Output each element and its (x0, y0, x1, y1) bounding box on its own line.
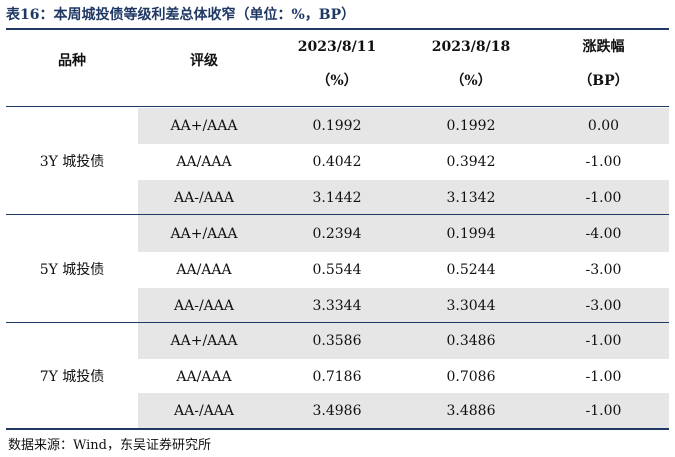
header-date1-unit: （%） (316, 73, 358, 89)
cell-date2: 3.4886 (446, 403, 496, 419)
table-row: AA-/AAA 3.4986 3.4886 -1.00 (138, 393, 669, 429)
cell-date2: 3.1342 (446, 190, 496, 206)
header-date2: 2023/8/18 (431, 39, 511, 55)
cell-date1: 3.1442 (312, 190, 362, 206)
cell-date2: 0.1994 (446, 226, 496, 242)
header-date2-unit: （%） (450, 73, 492, 89)
cell-date1: 0.4042 (312, 154, 362, 170)
group-7y: 7Y 城投债 AA+/AAA 0.3586 0.3486 -1.00 AA/AA… (6, 323, 669, 431)
header-date1: 2023/8/11 (297, 39, 377, 55)
cell-date1: 3.3344 (312, 298, 362, 314)
cell-rating: AA/AAA (176, 369, 232, 385)
cell-rating: AA+/AAA (170, 226, 238, 242)
cell-date2: 3.3044 (446, 298, 496, 314)
cell-date2: 0.3942 (446, 154, 496, 170)
cell-date2: 0.5244 (446, 262, 496, 278)
cell-date1: 0.1992 (312, 118, 362, 134)
source-note: 数据来源：Wind，东吴证券研究所 (8, 438, 211, 453)
header-rule (6, 106, 669, 107)
table-row: AA+/AAA 0.1992 0.1992 0.00 (138, 108, 669, 144)
cell-rating: AA-/AAA (174, 190, 234, 206)
cell-change: -1.00 (585, 403, 622, 419)
table-row: AA+/AAA 0.3586 0.3486 -1.00 (138, 323, 669, 359)
cell-rating: AA-/AAA (174, 403, 234, 419)
cell-date1: 3.4986 (312, 403, 362, 419)
header-change-unit: （BP） (578, 73, 629, 89)
cell-date1: 0.5544 (312, 262, 362, 278)
cell-change: 0.00 (587, 118, 620, 134)
group-label: 5Y 城投债 (39, 262, 105, 278)
header-change: 涨跌幅 (582, 39, 625, 55)
bottom-rule (6, 428, 669, 430)
header-product: 品种 (58, 53, 86, 69)
cell-date1: 0.7186 (312, 369, 362, 385)
header-rating: 评级 (190, 53, 218, 69)
table-row: AA+/AAA 0.2394 0.1994 -4.00 (138, 216, 669, 252)
group-label: 3Y 城投债 (39, 154, 105, 170)
cell-rating: AA/AAA (176, 154, 232, 170)
top-rule (6, 28, 669, 30)
table-row: AA/AAA 0.5544 0.5244 -3.00 (138, 252, 669, 288)
cell-change: -1.00 (585, 190, 622, 206)
cell-change: -1.00 (585, 333, 622, 349)
cell-change: -4.00 (585, 226, 622, 242)
group-5y: 5Y 城投债 AA+/AAA 0.2394 0.1994 -4.00 AA/AA… (6, 216, 669, 324)
cell-rating: AA+/AAA (170, 118, 238, 134)
cell-date1: 0.3586 (312, 333, 362, 349)
cell-change: -3.00 (585, 262, 622, 278)
group-3y: 3Y 城投债 AA+/AAA 0.1992 0.1992 0.00 AA/AAA… (6, 108, 669, 216)
cell-change: -1.00 (585, 154, 622, 170)
cell-date2: 0.7086 (446, 369, 496, 385)
table-row: AA/AAA 0.7186 0.7086 -1.00 (138, 359, 669, 395)
group-rule (6, 214, 669, 215)
table-title: 表16：本周城投债等级利差总体收窄（单位：%，BP） (6, 7, 356, 23)
cell-rating: AA/AAA (176, 262, 232, 278)
cell-date2: 0.1992 (446, 118, 496, 134)
cell-rating: AA-/AAA (174, 298, 234, 314)
cell-change: -3.00 (585, 298, 622, 314)
table-row: AA/AAA 0.4042 0.3942 -1.00 (138, 144, 669, 180)
table-row: AA-/AAA 3.1442 3.1342 -1.00 (138, 180, 669, 216)
group-rule (6, 322, 669, 323)
cell-rating: AA+/AAA (170, 333, 238, 349)
cell-date2: 0.3486 (446, 333, 496, 349)
cell-change: -1.00 (585, 369, 622, 385)
group-label: 7Y 城投债 (39, 369, 105, 385)
cell-date1: 0.2394 (312, 226, 362, 242)
table-row: AA-/AAA 3.3344 3.3044 -3.00 (138, 288, 669, 324)
